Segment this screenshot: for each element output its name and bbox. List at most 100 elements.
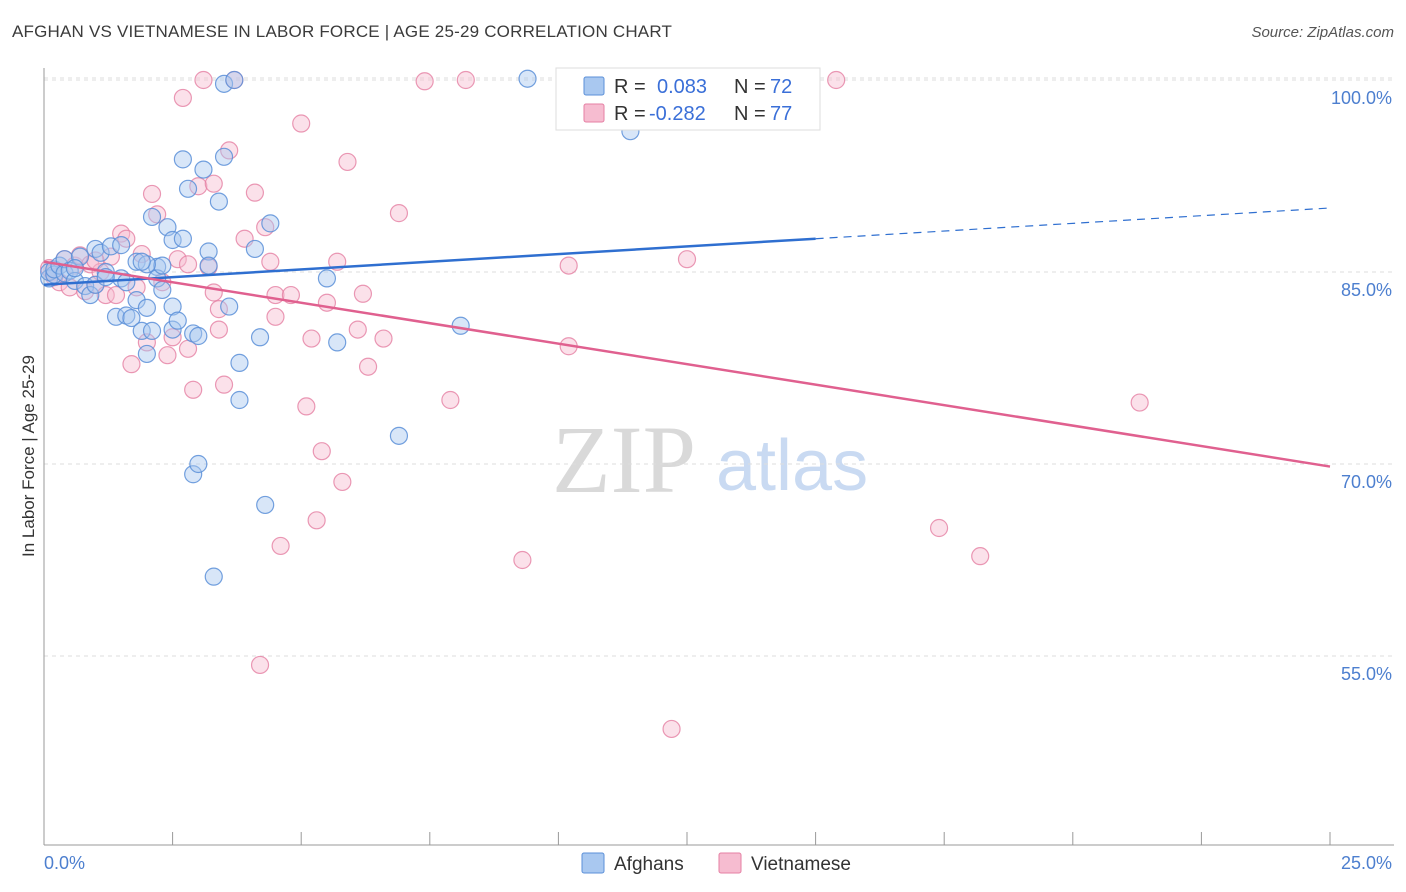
- bottom-legend-vietnamese-label: Vietnamese: [751, 854, 851, 875]
- vietnamese-point: [148, 205, 167, 224]
- legend-vietnamese-swatch: [583, 103, 605, 123]
- vietnamese-point: [266, 285, 285, 305]
- vietnamese-point: [261, 252, 280, 271]
- afghan-point: [142, 207, 162, 227]
- vietnamese-point: [297, 397, 316, 416]
- afghan-point: [132, 321, 151, 340]
- vietnamese-point: [271, 536, 290, 556]
- afghan-point: [127, 252, 146, 271]
- afghan-point: [245, 239, 265, 259]
- vietnamese-point: [158, 346, 177, 365]
- afghan-point: [178, 179, 198, 198]
- afghan-points: [40, 69, 640, 586]
- afghan-point: [173, 150, 192, 169]
- afghan-point: [214, 147, 234, 166]
- afghan-point: [153, 256, 172, 275]
- y-tick-label-55: 55.0%: [1341, 664, 1392, 684]
- afghan-point: [214, 74, 234, 93]
- vietnamese-point: [173, 88, 192, 108]
- vietnamese-point: [184, 380, 203, 399]
- afghan-point: [137, 298, 156, 317]
- afghan-point: [261, 214, 280, 233]
- afghan-point: [199, 242, 218, 261]
- vietnamese-point: [827, 70, 846, 90]
- vietnamese-point: [338, 152, 357, 172]
- afghan-point: [163, 297, 182, 316]
- vietnamese-point: [456, 70, 475, 90]
- afghan-point: [163, 320, 182, 339]
- afghan-point: [112, 236, 131, 255]
- afghan-point: [328, 333, 347, 352]
- vietnamese-point: [353, 284, 373, 303]
- afghan-point: [199, 256, 218, 275]
- vietnamese-point: [348, 320, 367, 339]
- afghan-point: [256, 495, 275, 515]
- vietnamese-point: [214, 375, 234, 394]
- x-tick-label-max: 25.0%: [1341, 853, 1392, 873]
- vietnamese-point: [266, 307, 285, 326]
- legend-afghans-n-value: 72: [770, 76, 792, 98]
- legend-afghans-n-label: N =: [734, 76, 766, 98]
- afghan-point: [204, 567, 223, 586]
- vietnamese-point: [374, 329, 393, 348]
- afghan-point: [65, 271, 84, 291]
- afghan-point: [230, 353, 249, 372]
- afghans-trend-line: [43, 237, 816, 287]
- vietnamese-point: [415, 72, 434, 91]
- series-legend: Afghans Vietnamese: [581, 852, 851, 875]
- afghan-point: [132, 252, 151, 271]
- trend-lines: [43, 207, 1331, 468]
- legend-vietnamese-n-label: N =: [734, 103, 766, 125]
- vietnamese-point: [142, 184, 162, 204]
- watermark-atlas: atlas: [716, 426, 868, 506]
- vietnamese-point: [389, 204, 409, 223]
- y-axis-label: In Labor Force | Age 25-29: [19, 355, 38, 557]
- afghan-point: [168, 311, 187, 330]
- afghan-point: [184, 324, 203, 343]
- afghan-point: [70, 247, 90, 266]
- vietnamese-point: [194, 70, 213, 90]
- legend-afghans-swatch: [583, 76, 605, 96]
- afghan-point: [230, 390, 249, 410]
- vietnamese-point: [513, 550, 532, 570]
- legend-vietnamese-n-value: 77: [770, 103, 792, 125]
- afghan-point: [220, 297, 239, 316]
- afghan-point: [189, 454, 208, 474]
- vietnamese-point: [245, 183, 265, 202]
- afghan-point: [194, 160, 213, 179]
- vietnamese-point: [312, 442, 331, 461]
- y-tick-label-100: 100.0%: [1331, 88, 1392, 108]
- vietnamese-point: [441, 390, 460, 410]
- afghan-point: [173, 229, 192, 248]
- vietnamese-point: [204, 174, 223, 193]
- afghan-point: [518, 69, 537, 88]
- vietnamese-point: [122, 355, 141, 374]
- vietnamese-point: [209, 320, 228, 339]
- legend-vietnamese-r-label: R =: [614, 103, 646, 125]
- afghan-point: [137, 344, 156, 364]
- chart-title: AFGHAN VS VIETNAMESE IN LABOR FORCE | AG…: [12, 22, 673, 41]
- vietnamese-point: [307, 511, 326, 530]
- vietnamese-point: [250, 655, 270, 675]
- vietnamese-trend-line: [43, 260, 1331, 468]
- vietnamese-point: [333, 472, 352, 492]
- bottom-legend-vietnamese-swatch: [718, 852, 742, 874]
- legend-vietnamese-r-value: -0.282: [649, 103, 706, 125]
- y-tick-label-85: 85.0%: [1341, 280, 1392, 300]
- x-tick-label-min: 0.0%: [44, 853, 85, 873]
- afghan-point: [153, 280, 172, 300]
- vietnamese-point: [189, 177, 208, 196]
- afghan-point: [209, 192, 228, 211]
- axes: [43, 68, 1394, 846]
- bottom-legend-afghans-swatch: [581, 852, 605, 874]
- stats-legend: R = 0.083 N = 72 R = -0.282 N = 77: [555, 67, 821, 131]
- vietnamese-point: [677, 250, 697, 269]
- afghan-point: [127, 291, 146, 310]
- watermark-zip: ZIP: [552, 406, 696, 513]
- vietnamese-point: [178, 255, 198, 274]
- legend-afghans-r-label: R =: [614, 76, 646, 98]
- vietnamese-point: [662, 719, 681, 739]
- vietnamese-point: [209, 300, 228, 319]
- bottom-legend-afghans-label: Afghans: [614, 854, 684, 875]
